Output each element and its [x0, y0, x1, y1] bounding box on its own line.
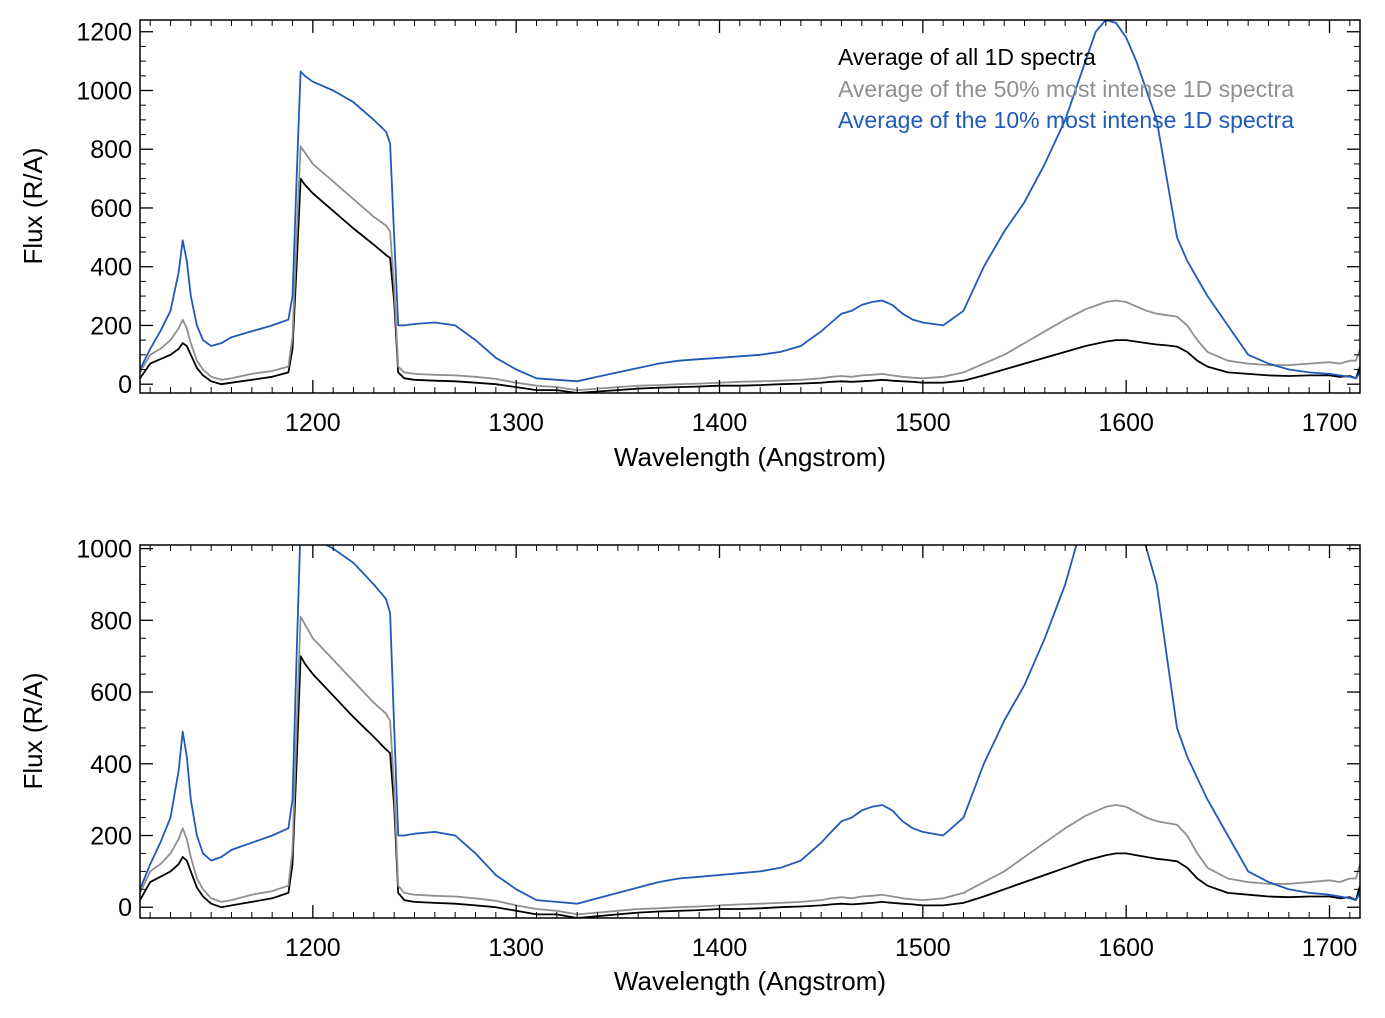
top-series-line-top10-spectra [140, 20, 1360, 383]
top-y-tick-label: 1200 [76, 19, 132, 47]
top-x-tick-label: 1300 [488, 409, 544, 437]
bottom-series-layer [140, 545, 1360, 918]
bottom-plot-frame [139, 544, 1361, 919]
bottom-x-tick-label: 1400 [692, 934, 748, 962]
legend-entry-all: Average of all 1D spectra [838, 44, 1096, 70]
bottom-panel: 1200 1300 1400 1500 1600 1700 0 200 400 600 800 100… [18, 536, 1361, 996]
bottom-x-tick-label: 1700 [1302, 934, 1358, 962]
top-y-tick-label: 0 [118, 371, 132, 399]
top-y-tick-label: 200 [90, 312, 132, 340]
top-series-line-top50-spectra [140, 145, 1360, 391]
top-x-tick-label: 1200 [285, 409, 341, 437]
top-x-tick-label: 1700 [1302, 409, 1358, 437]
top-y-tick-label: 800 [90, 136, 132, 164]
bottom-x-tick-label: 1200 [285, 934, 341, 962]
top-x-tick-label: 1400 [692, 409, 748, 437]
top-y-tick-label: 1000 [76, 77, 132, 105]
bottom-x-tick-label: 1600 [1098, 934, 1154, 962]
top-x-tick-label: 1600 [1098, 409, 1154, 437]
bottom-y-tick-label: 200 [90, 823, 132, 851]
bottom-tick-layer: 1200 1300 1400 1500 1600 1700 0 200 400 600 800 100… [76, 536, 1360, 962]
bottom-series-line-top10-spectra [140, 545, 1360, 905]
top-x-tick-label: 1500 [895, 409, 951, 437]
top-x-axis-label: Wavelength (Angstrom) [614, 442, 886, 472]
bottom-x-axis-label: Wavelength (Angstrom) [614, 966, 886, 996]
top-y-tick-label: 400 [90, 254, 132, 282]
top-series-line-all-spectra [140, 177, 1360, 393]
top-plot-frame [139, 19, 1361, 394]
bottom-series-line-all-spectra [140, 655, 1360, 918]
bottom-y-tick-label: 0 [118, 894, 132, 922]
bottom-x-tick-label: 1500 [895, 934, 951, 962]
bottom-y-tick-label: 400 [90, 751, 132, 779]
bottom-series-line-top50-spectra [140, 615, 1360, 916]
bottom-y-axis-label: Flux (R/A) [18, 673, 48, 790]
top-y-tick-label: 600 [90, 195, 132, 223]
top-legend: Average of all 1D spectra Average of the… [838, 44, 1294, 133]
bottom-y-tick-label: 1000 [76, 536, 132, 564]
legend-entry-10pct: Average of the 10% most intense 1D spect… [838, 107, 1294, 133]
legend-entry-50pct: Average of the 50% most intense 1D spect… [838, 76, 1294, 102]
bottom-y-tick-label: 800 [90, 607, 132, 635]
bottom-x-tick-label: 1300 [488, 934, 544, 962]
top-panel: 1200 1300 1400 1500 1600 1700 0 200 400 600 800 100… [18, 19, 1361, 472]
top-y-axis-label: Flux (R/A) [18, 148, 48, 265]
bottom-y-tick-label: 600 [90, 679, 132, 707]
top-tick-layer: 1200 1300 1400 1500 1600 1700 0 200 400 600 800 100… [76, 19, 1360, 437]
